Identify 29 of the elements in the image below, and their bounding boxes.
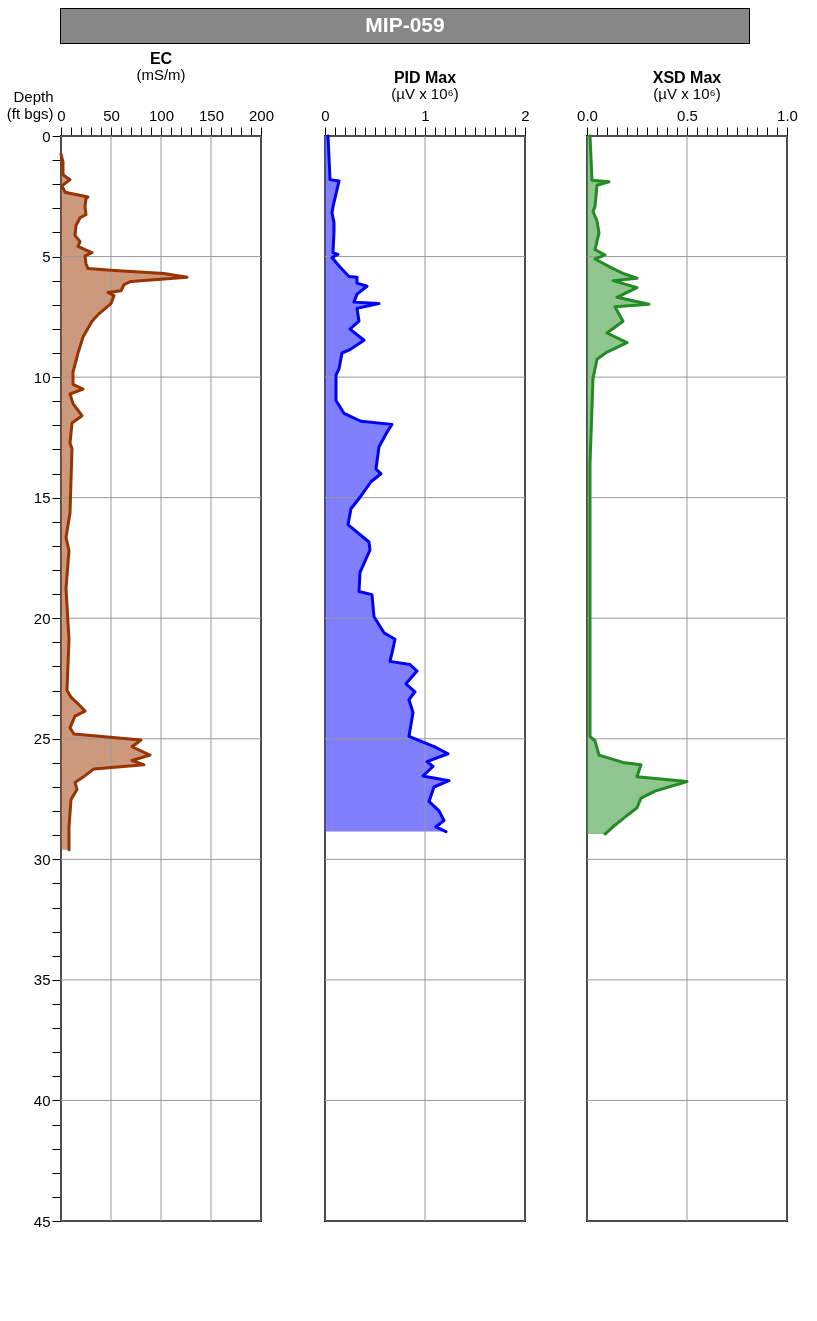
y-tick-label: 15 <box>33 489 51 507</box>
y-tick-label: 10 <box>33 368 51 386</box>
x-tick-label: 2 <box>521 106 530 124</box>
y-axis-title: Depth (ft bgs) <box>6 87 54 122</box>
y-tick-label: 40 <box>33 1091 51 1109</box>
y-tick-label: 5 <box>42 248 51 266</box>
x-tick-label: 1.0 <box>777 106 798 124</box>
chart-title: EC <box>149 50 173 67</box>
y-tick-label: 0 <box>42 127 51 145</box>
x-tick-label: 0.0 <box>577 106 598 124</box>
y-tick-label: 20 <box>33 609 51 627</box>
chart-subtitle: (µV x 10⁶) <box>653 85 721 102</box>
x-tick-label: 0.5 <box>677 106 698 124</box>
x-tick-label: 200 <box>248 106 275 124</box>
y-tick-label: 25 <box>33 730 51 748</box>
x-tick-label: 100 <box>148 106 175 124</box>
chart-subtitle: (mS/m) <box>136 66 186 83</box>
chart-title: PID Max <box>393 69 457 86</box>
x-tick-label: 50 <box>103 106 120 124</box>
y-tick-label: 30 <box>33 850 51 868</box>
y-tick-label: 45 <box>33 1212 51 1230</box>
x-tick-label: 0 <box>57 106 66 124</box>
y-tick-label: 35 <box>33 971 51 989</box>
x-tick-label: 150 <box>198 106 225 124</box>
chart-title: XSD Max <box>652 69 722 86</box>
x-tick-label: 0 <box>321 106 330 124</box>
text: MIP-059 <box>365 13 445 36</box>
chart-subtitle: (µV x 10⁶) <box>391 85 459 102</box>
x-tick-label: 1 <box>421 106 430 124</box>
